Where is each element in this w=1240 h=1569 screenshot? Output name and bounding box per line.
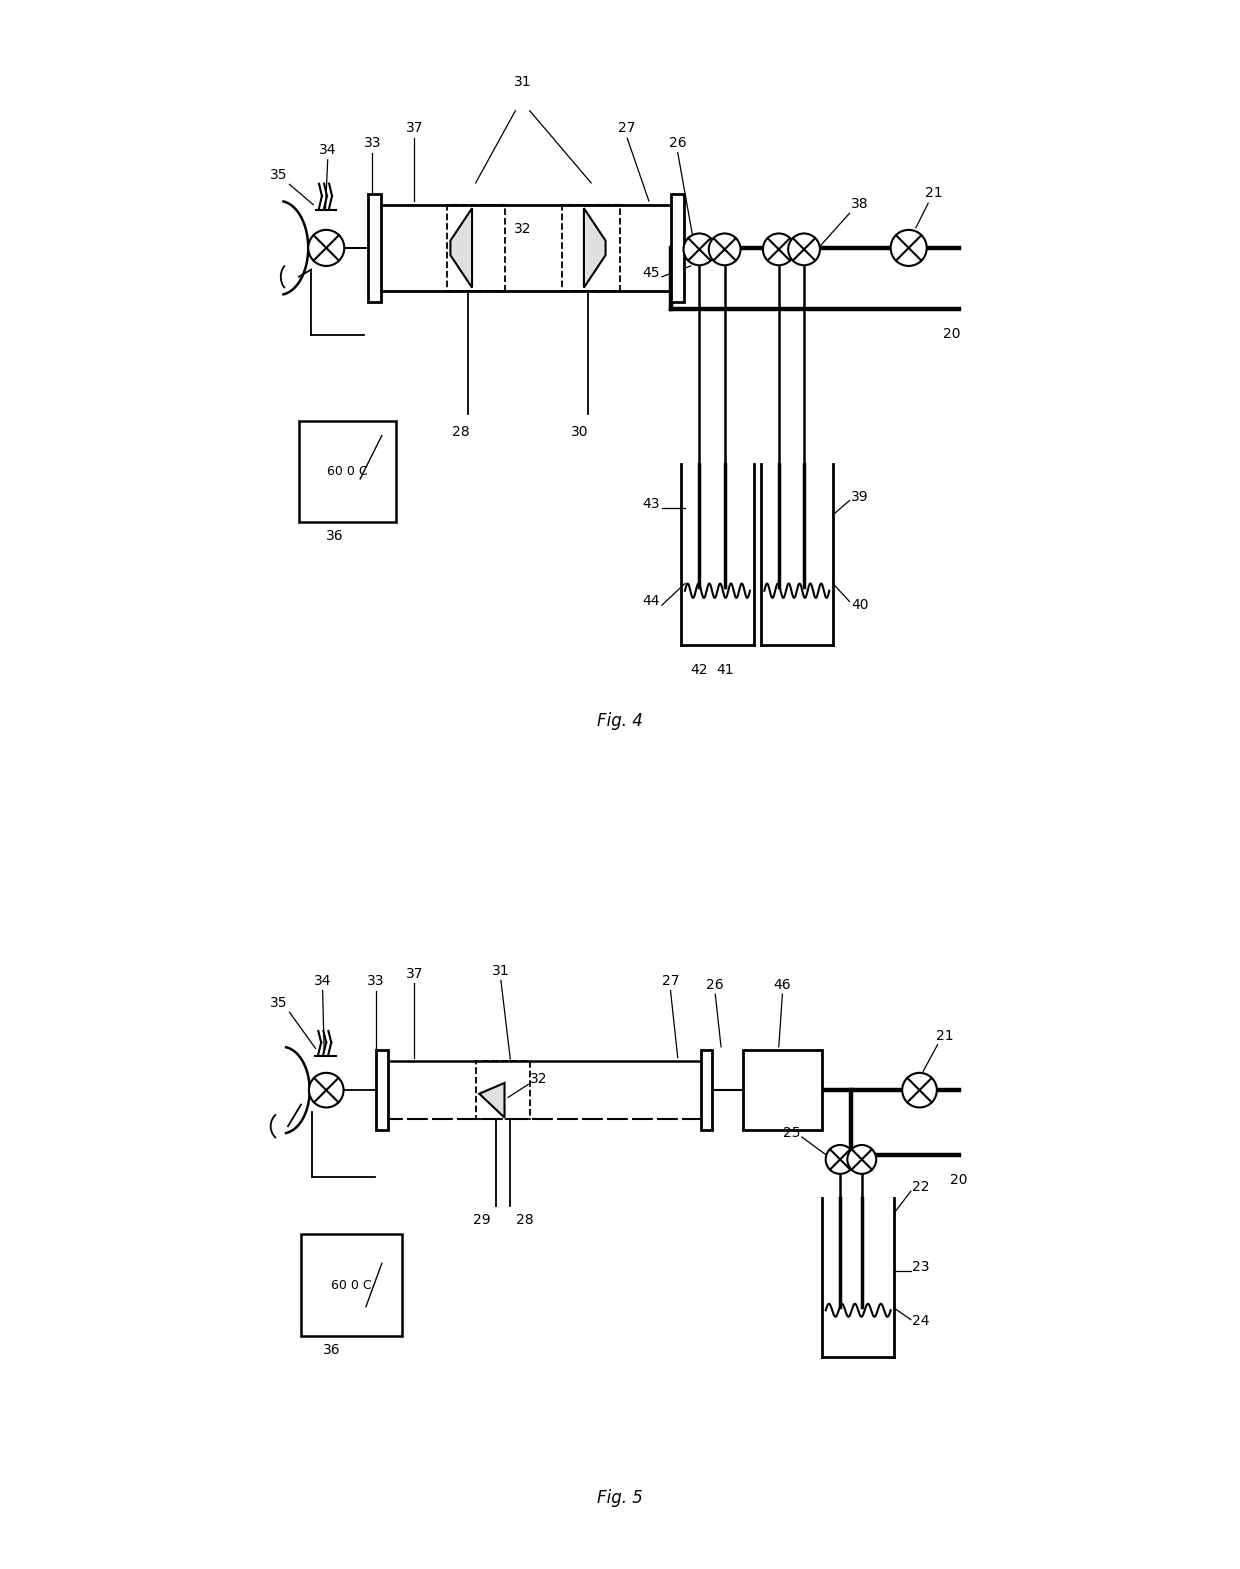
Text: 26: 26 bbox=[668, 137, 687, 151]
Bar bbox=[562, 204, 620, 292]
Text: 32: 32 bbox=[529, 1072, 547, 1086]
Circle shape bbox=[847, 1145, 877, 1174]
Text: 26: 26 bbox=[707, 977, 724, 992]
Bar bbox=[743, 1051, 822, 1130]
Text: 28: 28 bbox=[516, 1213, 533, 1227]
Text: 36: 36 bbox=[326, 529, 343, 543]
Text: 21: 21 bbox=[936, 1029, 954, 1043]
Bar bbox=[476, 1061, 529, 1119]
Text: 37: 37 bbox=[405, 967, 423, 981]
Text: 60 0 C: 60 0 C bbox=[327, 464, 368, 479]
Circle shape bbox=[309, 231, 345, 267]
Text: 29: 29 bbox=[472, 1213, 490, 1227]
Text: 34: 34 bbox=[314, 974, 331, 988]
Text: 31: 31 bbox=[513, 74, 532, 88]
Text: 33: 33 bbox=[367, 974, 384, 988]
Polygon shape bbox=[480, 1083, 505, 1117]
Bar bbox=[301, 1235, 402, 1335]
Circle shape bbox=[309, 1073, 343, 1108]
Text: 31: 31 bbox=[492, 963, 510, 977]
Text: 44: 44 bbox=[642, 595, 660, 609]
Circle shape bbox=[789, 234, 820, 265]
Text: 42: 42 bbox=[691, 662, 708, 676]
Circle shape bbox=[763, 234, 795, 265]
Text: 34: 34 bbox=[319, 143, 336, 157]
Text: 41: 41 bbox=[715, 662, 734, 676]
Circle shape bbox=[683, 234, 715, 265]
Text: 37: 37 bbox=[405, 121, 423, 135]
Circle shape bbox=[709, 234, 740, 265]
Text: 32: 32 bbox=[513, 223, 531, 237]
Text: 35: 35 bbox=[270, 168, 288, 182]
Bar bbox=[368, 195, 381, 301]
Text: 20: 20 bbox=[944, 326, 961, 340]
Text: 24: 24 bbox=[913, 1313, 930, 1327]
Text: 46: 46 bbox=[774, 977, 791, 992]
Polygon shape bbox=[584, 209, 605, 287]
Text: 60 0 C: 60 0 C bbox=[331, 1279, 372, 1291]
Text: 33: 33 bbox=[363, 137, 381, 151]
Text: 20: 20 bbox=[951, 1174, 968, 1188]
Text: Fig. 5: Fig. 5 bbox=[598, 1489, 642, 1506]
Text: 39: 39 bbox=[851, 490, 868, 504]
Bar bbox=[299, 420, 397, 522]
Text: 45: 45 bbox=[642, 265, 660, 279]
Circle shape bbox=[826, 1145, 854, 1174]
Text: 25: 25 bbox=[782, 1127, 801, 1141]
Text: 35: 35 bbox=[270, 996, 288, 1010]
Text: 43: 43 bbox=[642, 497, 660, 511]
Text: 21: 21 bbox=[925, 187, 942, 201]
Text: 30: 30 bbox=[570, 425, 588, 439]
Text: 22: 22 bbox=[913, 1180, 930, 1194]
Circle shape bbox=[890, 231, 926, 267]
Bar bbox=[376, 1051, 388, 1130]
Text: 27: 27 bbox=[662, 974, 680, 988]
Text: 36: 36 bbox=[322, 1343, 340, 1357]
Text: 38: 38 bbox=[851, 198, 868, 212]
Text: Fig. 4: Fig. 4 bbox=[598, 712, 642, 730]
Bar bbox=[701, 1051, 713, 1130]
Circle shape bbox=[903, 1073, 937, 1108]
Text: 27: 27 bbox=[619, 121, 636, 135]
Text: 40: 40 bbox=[851, 598, 868, 612]
Bar bbox=[446, 204, 505, 292]
Text: 23: 23 bbox=[913, 1260, 930, 1274]
Bar bbox=[671, 195, 684, 301]
Polygon shape bbox=[450, 209, 472, 287]
Text: 28: 28 bbox=[451, 425, 469, 439]
